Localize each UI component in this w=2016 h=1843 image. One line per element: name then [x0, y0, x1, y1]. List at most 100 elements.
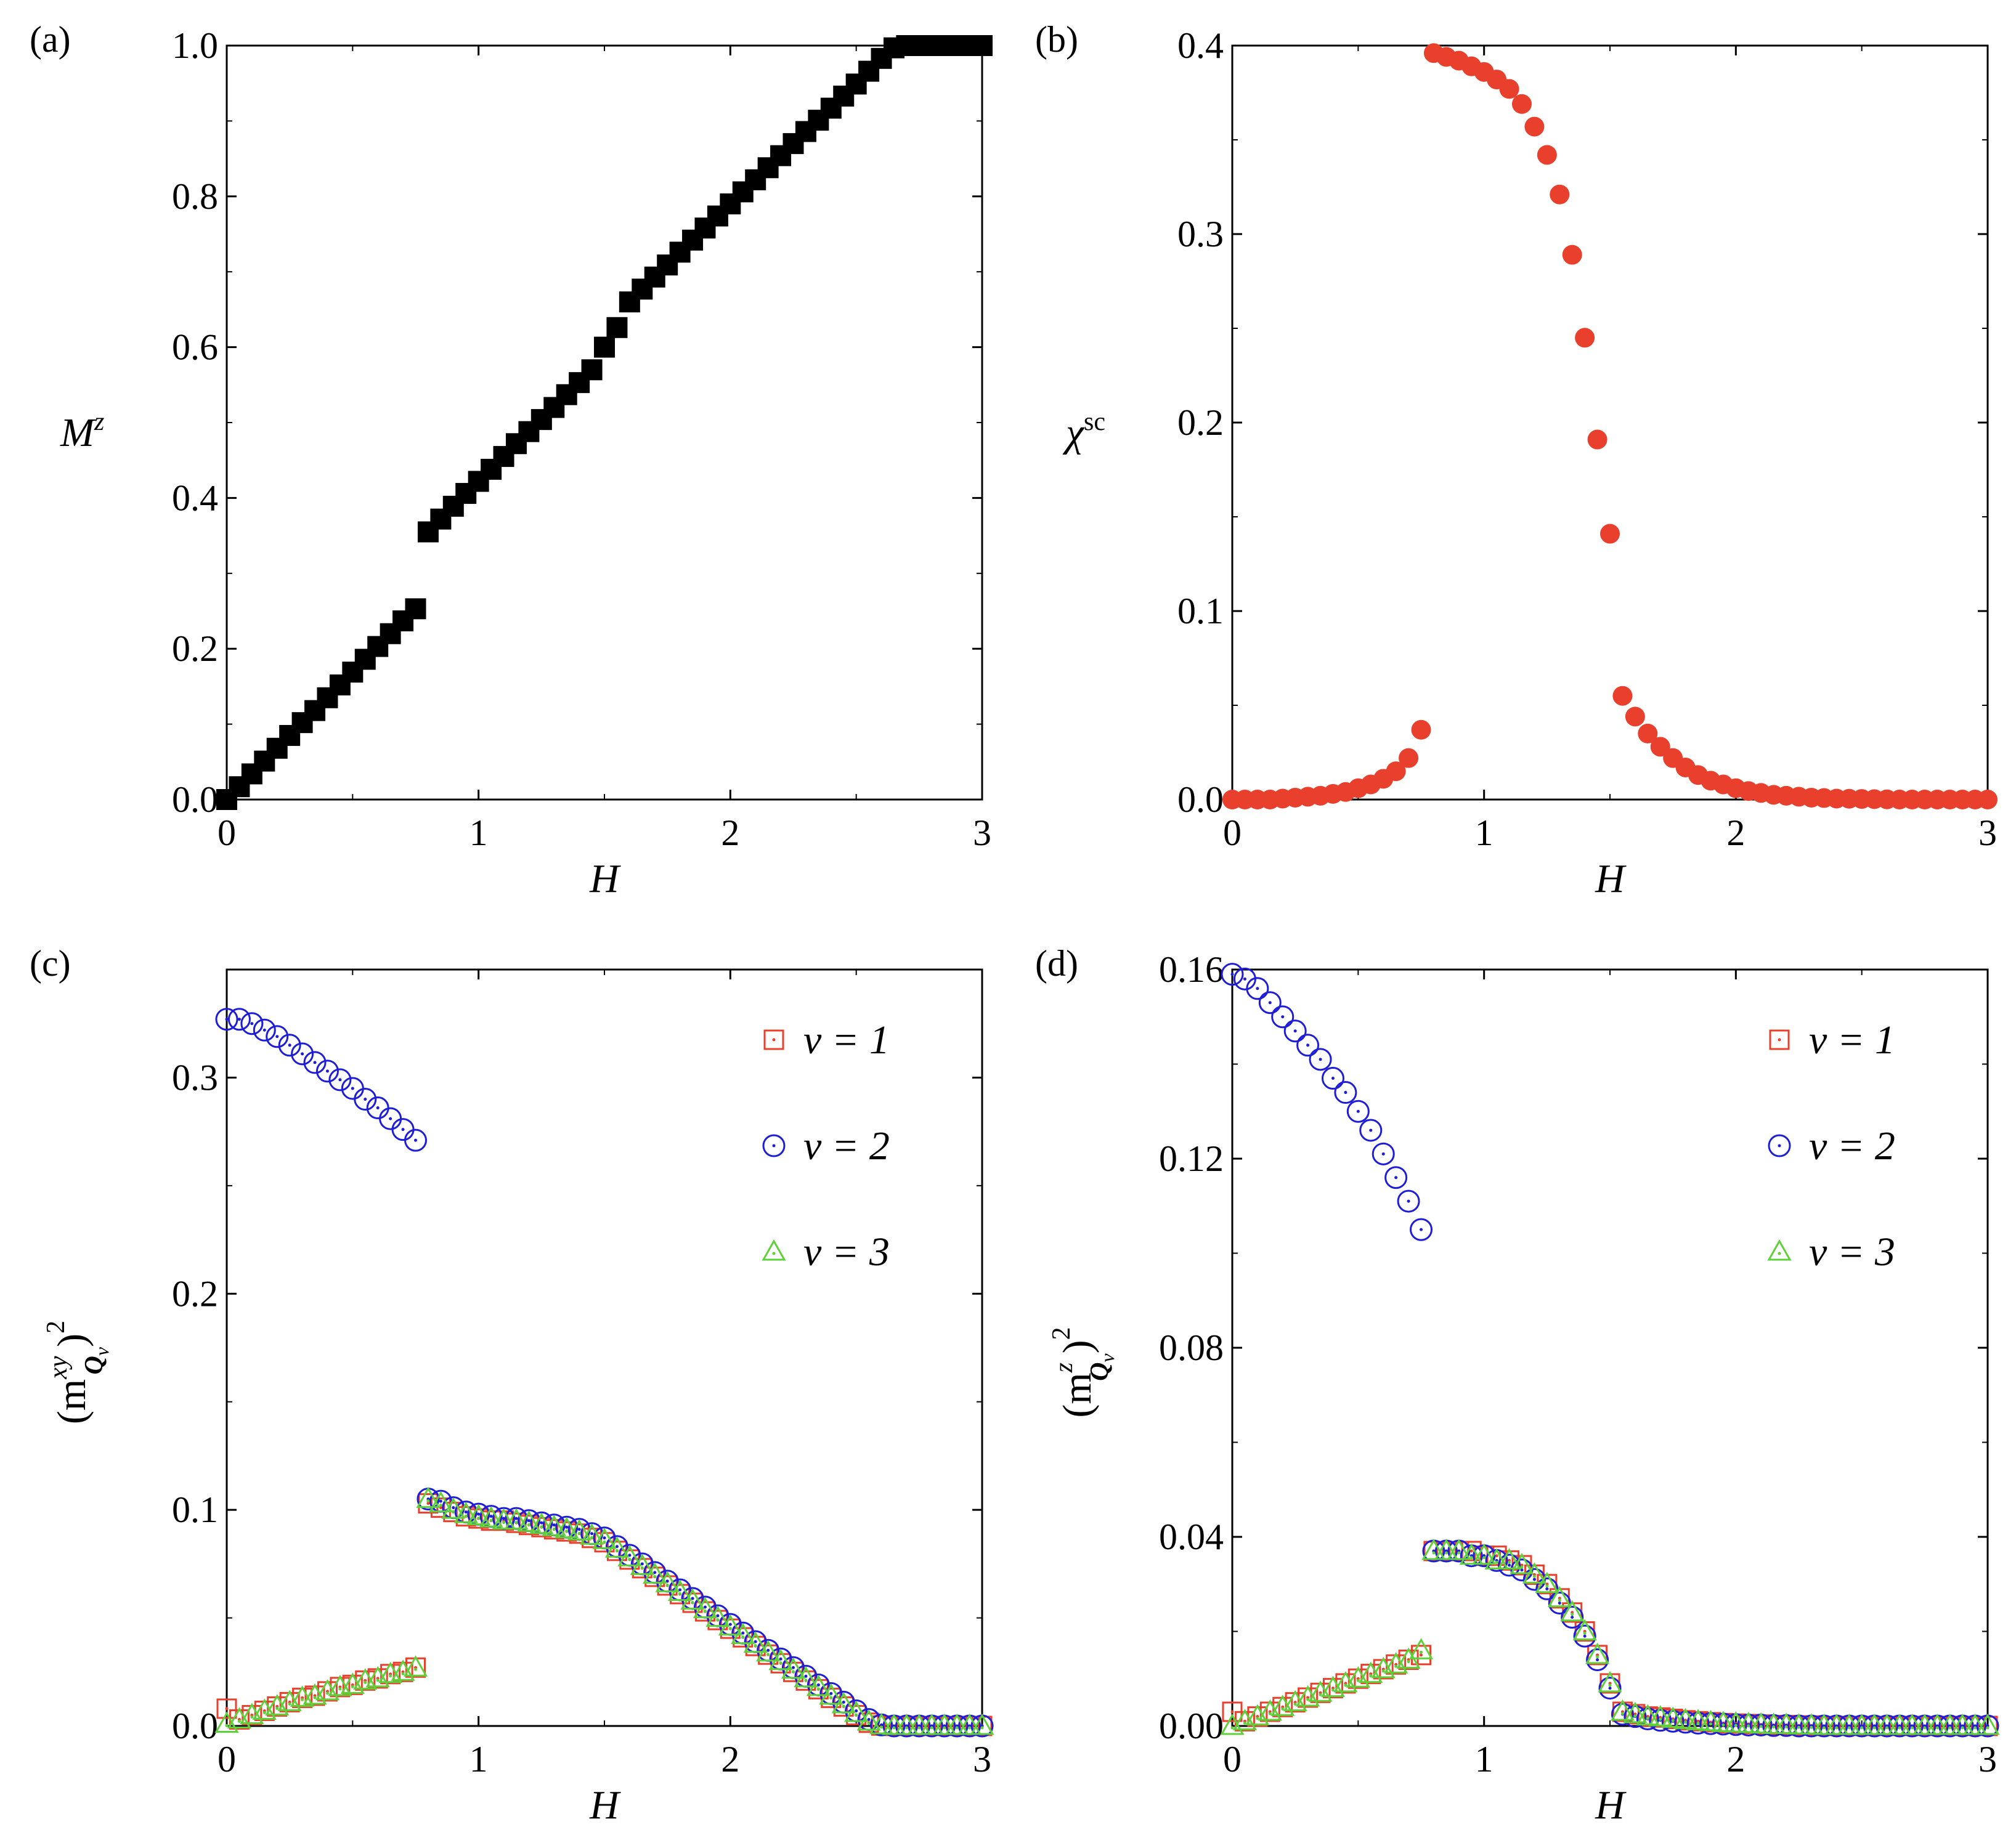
legend-marker [1768, 1134, 1791, 1157]
marker-dot [1495, 1560, 1498, 1564]
marker-dot [1293, 1703, 1297, 1706]
marker-dot [1608, 1687, 1612, 1690]
marker-dot [1759, 1725, 1763, 1728]
marker-dot [754, 1640, 757, 1643]
data-point [844, 1700, 869, 1722]
marker-outline [1561, 1605, 1584, 1629]
marker-dot [1369, 1674, 1373, 1678]
marker-dot [1734, 1724, 1738, 1727]
marker-dot [1281, 1015, 1285, 1019]
marker-outline [1547, 1586, 1572, 1608]
y-label-superscript: xy [44, 1356, 73, 1380]
marker-dot [225, 1018, 229, 1021]
marker-outline [555, 1517, 579, 1539]
marker-outline [945, 1713, 969, 1735]
marker-dot [1898, 1726, 1901, 1730]
marker-dot [766, 1653, 770, 1656]
data-point [945, 1713, 969, 1735]
x-tick-label: 1 [469, 1739, 488, 1780]
marker-dot [401, 1128, 405, 1132]
marker-dot [880, 1725, 884, 1729]
marker-dot [489, 1518, 493, 1522]
marker-outline [1258, 991, 1282, 1015]
marker-outline [579, 1523, 604, 1545]
marker-outline [655, 1571, 680, 1592]
data-point [1837, 1713, 1861, 1735]
marker-outline [1975, 1713, 2000, 1735]
marker-outline [1498, 1553, 1521, 1577]
marker-dot [389, 1117, 392, 1120]
data-point [1524, 116, 1545, 137]
data-point [1912, 1713, 1937, 1735]
marker-outline [856, 1709, 881, 1731]
marker-outline [542, 1515, 566, 1536]
data-point [1612, 686, 1633, 706]
marker-dot [313, 1696, 317, 1699]
y-label-main: M [60, 410, 97, 455]
data-point [1660, 1706, 1685, 1728]
marker-dot [477, 1512, 481, 1516]
marker-outline [416, 1486, 441, 1509]
marker-dot [313, 1061, 317, 1064]
legend-label: ν = 2 [803, 1124, 890, 1169]
y-tick-label: 0.2 [172, 1273, 218, 1314]
marker-outline [844, 1700, 869, 1722]
marker-outline [441, 1497, 466, 1519]
marker-dot [590, 1532, 594, 1536]
data-point [768, 1648, 793, 1671]
marker-outline [1636, 1707, 1659, 1730]
marker-dot [477, 1517, 481, 1520]
marker-dot [1444, 1551, 1448, 1555]
marker-dot [1356, 1679, 1360, 1682]
y-label-subsubscript: ν [1096, 1353, 1118, 1363]
marker-outline [831, 1691, 856, 1714]
data-point [1510, 1553, 1534, 1574]
x-tick-label: 0 [1223, 1739, 1242, 1780]
x-tick-label: 0 [217, 1739, 236, 1780]
marker-dot [779, 1661, 782, 1665]
marker-dot [1986, 1726, 1990, 1730]
marker-dot [1319, 1693, 1322, 1696]
marker-outline [781, 1657, 806, 1679]
marker-dot [779, 1657, 782, 1661]
marker-dot [401, 1672, 405, 1675]
data-point [1698, 1709, 1723, 1732]
marker-outline [1649, 1709, 1672, 1732]
marker-outline [428, 1491, 453, 1513]
x-axis-label: H [589, 1783, 621, 1828]
data-point [1575, 328, 1595, 348]
data-point [1408, 1638, 1434, 1659]
data-point [731, 1622, 755, 1645]
marker-dot [1407, 1660, 1410, 1664]
marker-outline [1535, 1577, 1559, 1600]
data-point [1472, 1543, 1497, 1565]
data-point [1334, 1081, 1357, 1104]
panel-d: 0 1 2 30.000.040.080.120.16(d)H(mz Qν)2ν = 1… [1035, 943, 2000, 1828]
marker-dot [691, 1597, 694, 1600]
data-point [1271, 1005, 1295, 1029]
marker-dot [1721, 1723, 1725, 1727]
data-point [919, 1713, 944, 1735]
data-point [957, 1713, 982, 1735]
marker-dot [1810, 1725, 1813, 1729]
x-axis-label: H [1595, 1783, 1627, 1828]
legend-label: ν = 1 [803, 1018, 890, 1063]
x-tick-label: 2 [721, 812, 739, 853]
marker-outline [1459, 1543, 1484, 1565]
marker-dot [464, 1510, 468, 1514]
y-tick-label: 0.00 [1159, 1706, 1224, 1746]
marker-dot [439, 1504, 442, 1507]
marker-dot [565, 1525, 569, 1529]
marker-dot [1671, 1719, 1675, 1722]
marker-outline [1824, 1713, 1849, 1735]
marker-outline [1384, 1166, 1408, 1189]
marker-dot [754, 1644, 757, 1648]
marker-outline [907, 1713, 932, 1735]
data-point [1309, 1048, 1332, 1071]
data-point [1550, 184, 1570, 205]
x-tick-label: 2 [1726, 812, 1745, 853]
marker-outline [1271, 1005, 1295, 1029]
data-point [1975, 1713, 2000, 1735]
marker-dot [275, 1706, 279, 1710]
